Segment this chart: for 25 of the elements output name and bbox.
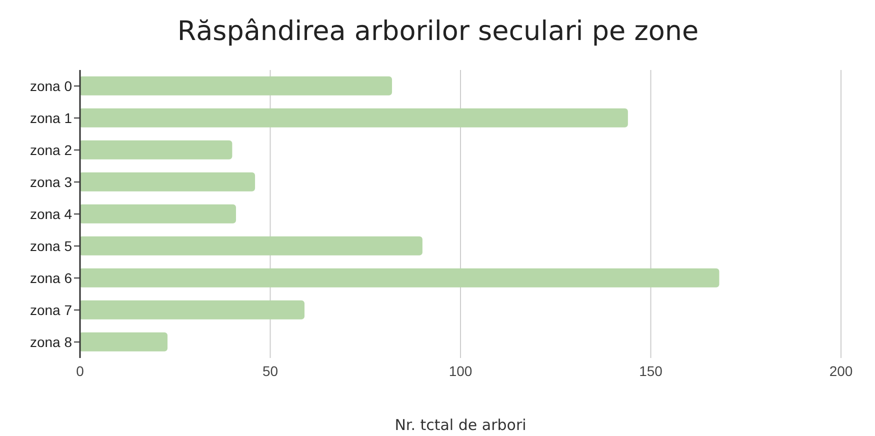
y-tick-label: zona 6: [30, 270, 72, 286]
x-tick-label: 200: [829, 362, 853, 379]
y-tick-label: zona 7: [30, 302, 72, 318]
y-tick-label: zona 5: [30, 238, 72, 254]
bar: [80, 300, 304, 320]
x-tick-label: 150: [639, 362, 663, 379]
x-tick-label: 100: [448, 362, 472, 379]
x-tick-label: 0: [76, 362, 84, 379]
x-tick-label: 50: [262, 362, 278, 379]
bar: [80, 268, 720, 288]
bar: [80, 332, 168, 352]
bar: [80, 172, 256, 192]
chart-title: Răspândirea arborilor seculari pe zone: [176, 16, 700, 47]
y-tick-label: zona 1: [30, 110, 72, 126]
bar: [80, 140, 232, 160]
y-tick-label: zona 4: [30, 206, 72, 222]
y-tick-label: zona 3: [30, 174, 72, 190]
x-axis-title: Nr. tctal de arbori: [394, 416, 526, 434]
y-tick-label: zona 0: [30, 78, 72, 94]
y-tick-label: zona 8: [30, 334, 72, 350]
bar: [80, 204, 236, 224]
bar: [80, 236, 422, 256]
bar: [80, 76, 392, 96]
bar: [80, 108, 628, 128]
y-tick-label: zona 2: [30, 142, 72, 158]
